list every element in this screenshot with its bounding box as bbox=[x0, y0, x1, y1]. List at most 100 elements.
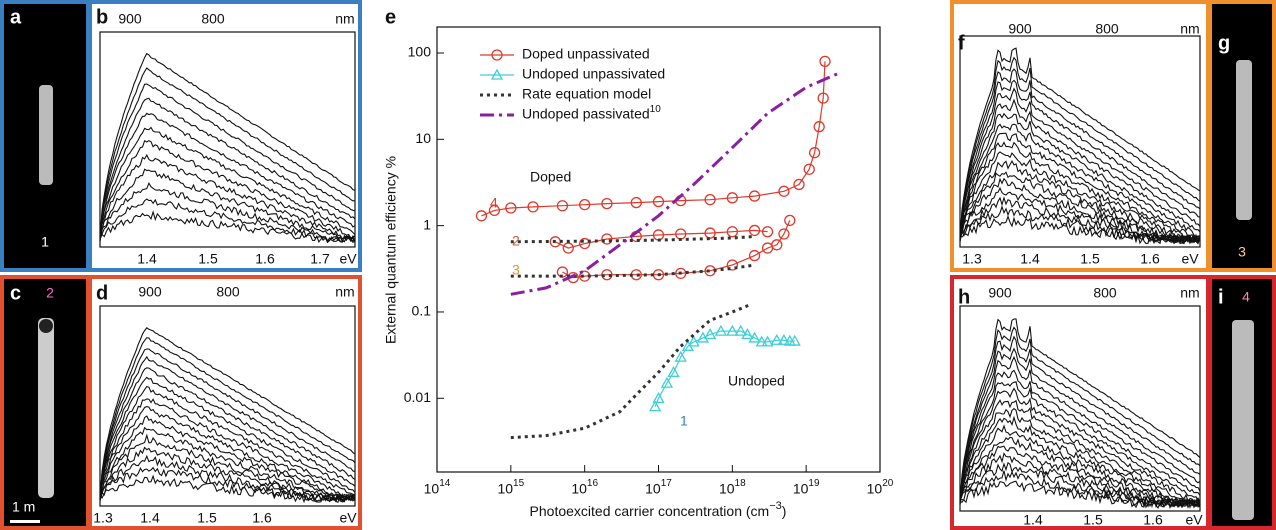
spectrum-curve bbox=[959, 141, 1201, 244]
data-point bbox=[817, 92, 829, 104]
spectrum-curve bbox=[99, 126, 356, 241]
spectrum-curve bbox=[959, 355, 1201, 503]
wavelength-label: 800 bbox=[1095, 21, 1119, 37]
y-tick-label: 1 bbox=[423, 216, 431, 232]
x-axis-label: Photoexcited carrier concentration (cm−3… bbox=[530, 500, 787, 519]
data-point bbox=[687, 335, 700, 347]
x-axis-label-end: ) bbox=[782, 503, 787, 519]
energy-label: 1.5 bbox=[197, 510, 217, 526]
wavelength-label: nm bbox=[335, 11, 354, 27]
spectrum-curve bbox=[99, 376, 356, 498]
series-line bbox=[510, 70, 842, 296]
x-axis-label-sup: −3 bbox=[769, 500, 782, 512]
spectrum-curve bbox=[959, 424, 1201, 508]
data-point bbox=[660, 376, 674, 388]
annotation: 3 bbox=[512, 262, 520, 278]
spectrum-curve bbox=[99, 327, 356, 499]
nanowire bbox=[38, 318, 54, 498]
spectrum-curve bbox=[959, 347, 1201, 503]
panel-label: c bbox=[10, 282, 21, 304]
spectrum-curve bbox=[99, 52, 356, 240]
panel-label: h bbox=[958, 286, 970, 308]
spectrum-curve bbox=[99, 454, 356, 503]
spectrum-curve bbox=[99, 181, 356, 243]
panel-label: f bbox=[958, 32, 965, 54]
x-tick-label: 1018 bbox=[719, 478, 746, 497]
spectrum-curve bbox=[959, 335, 1201, 503]
spectrum-curve bbox=[959, 87, 1201, 241]
data-point bbox=[667, 365, 680, 377]
panel-label: d bbox=[96, 282, 108, 304]
series-line bbox=[510, 234, 755, 440]
spectrum-curve bbox=[959, 381, 1201, 504]
data-point bbox=[562, 242, 574, 254]
wavelength-label: nm bbox=[335, 284, 354, 300]
spectrum-curve bbox=[959, 79, 1201, 240]
spectrum-curve bbox=[99, 348, 356, 498]
spectrum-curve bbox=[99, 112, 356, 239]
data-point bbox=[652, 391, 665, 403]
spectrum-curve bbox=[99, 97, 356, 239]
spectrum-curve bbox=[959, 369, 1201, 503]
spectrum-curve bbox=[99, 83, 356, 239]
series-line bbox=[654, 330, 795, 407]
spectrum-curve bbox=[99, 398, 356, 501]
legend-label: Doped unpassivated bbox=[522, 46, 650, 62]
energy-label: eV bbox=[339, 251, 357, 267]
spectrum-curve bbox=[959, 415, 1201, 506]
energy-label: 1.5 bbox=[1083, 512, 1103, 528]
wavelength-label: nm bbox=[1180, 21, 1199, 37]
wavelength-label: 800 bbox=[216, 284, 240, 300]
spectrum-curve bbox=[959, 196, 1201, 244]
spectrum-curve bbox=[959, 177, 1201, 244]
energy-label: 1.5 bbox=[1080, 251, 1100, 267]
spectrum-curve bbox=[959, 326, 1201, 504]
spectrum-frame bbox=[99, 305, 356, 507]
data-point bbox=[777, 333, 791, 345]
spectrum-curve bbox=[959, 68, 1201, 239]
energy-label: 1.6 bbox=[255, 251, 275, 267]
spectrum-frame bbox=[99, 31, 356, 248]
wavelength-label: nm bbox=[1180, 285, 1199, 301]
legend-marker bbox=[491, 49, 503, 61]
spectrum-curve bbox=[959, 159, 1201, 244]
wire-number: 1 bbox=[41, 234, 49, 250]
legend-label: Undoped passivated10 bbox=[522, 104, 661, 122]
data-point bbox=[714, 324, 728, 336]
data-point bbox=[748, 190, 761, 202]
spectrum-curve bbox=[99, 466, 356, 503]
energy-label: eV bbox=[339, 510, 357, 526]
spectrum-curve bbox=[99, 67, 355, 241]
spectrum-curve bbox=[99, 337, 356, 499]
annotation: Doped bbox=[530, 169, 571, 185]
spectrum-curve bbox=[99, 355, 356, 498]
wavelength-label: 800 bbox=[1093, 285, 1117, 301]
legend-label: Undoped unpassivated bbox=[522, 66, 665, 82]
x-tick-label: 1014 bbox=[424, 478, 451, 497]
wavelength-label: 900 bbox=[1008, 21, 1032, 37]
spectrum-curve bbox=[959, 132, 1201, 242]
spectrum-curve bbox=[99, 168, 356, 243]
x-tick-label: 1020 bbox=[867, 478, 894, 497]
annotation: 4 bbox=[490, 195, 498, 211]
spectrum-curve bbox=[99, 198, 356, 243]
data-point bbox=[579, 199, 591, 211]
legend-label: Rate equation model bbox=[522, 86, 651, 102]
energy-label: 1.3 bbox=[93, 510, 113, 526]
energy-label: 1.6 bbox=[1143, 512, 1163, 528]
data-point bbox=[675, 267, 687, 280]
panel-label: g bbox=[1218, 32, 1230, 54]
data-point bbox=[556, 200, 569, 212]
spectrum-curve bbox=[959, 399, 1201, 507]
data-point bbox=[652, 195, 665, 208]
y-axis-label: External quantum efficiency % bbox=[383, 156, 399, 344]
spectrum-curve bbox=[99, 153, 356, 242]
scale-label: 1 m bbox=[12, 499, 35, 515]
data-point bbox=[784, 214, 796, 227]
wire-number: 2 bbox=[46, 285, 54, 301]
x-tick-label: 1015 bbox=[497, 478, 524, 497]
y-tick-label: 10 bbox=[415, 130, 431, 146]
wire-number: 3 bbox=[1238, 244, 1246, 260]
panel-label: i bbox=[1218, 286, 1224, 308]
